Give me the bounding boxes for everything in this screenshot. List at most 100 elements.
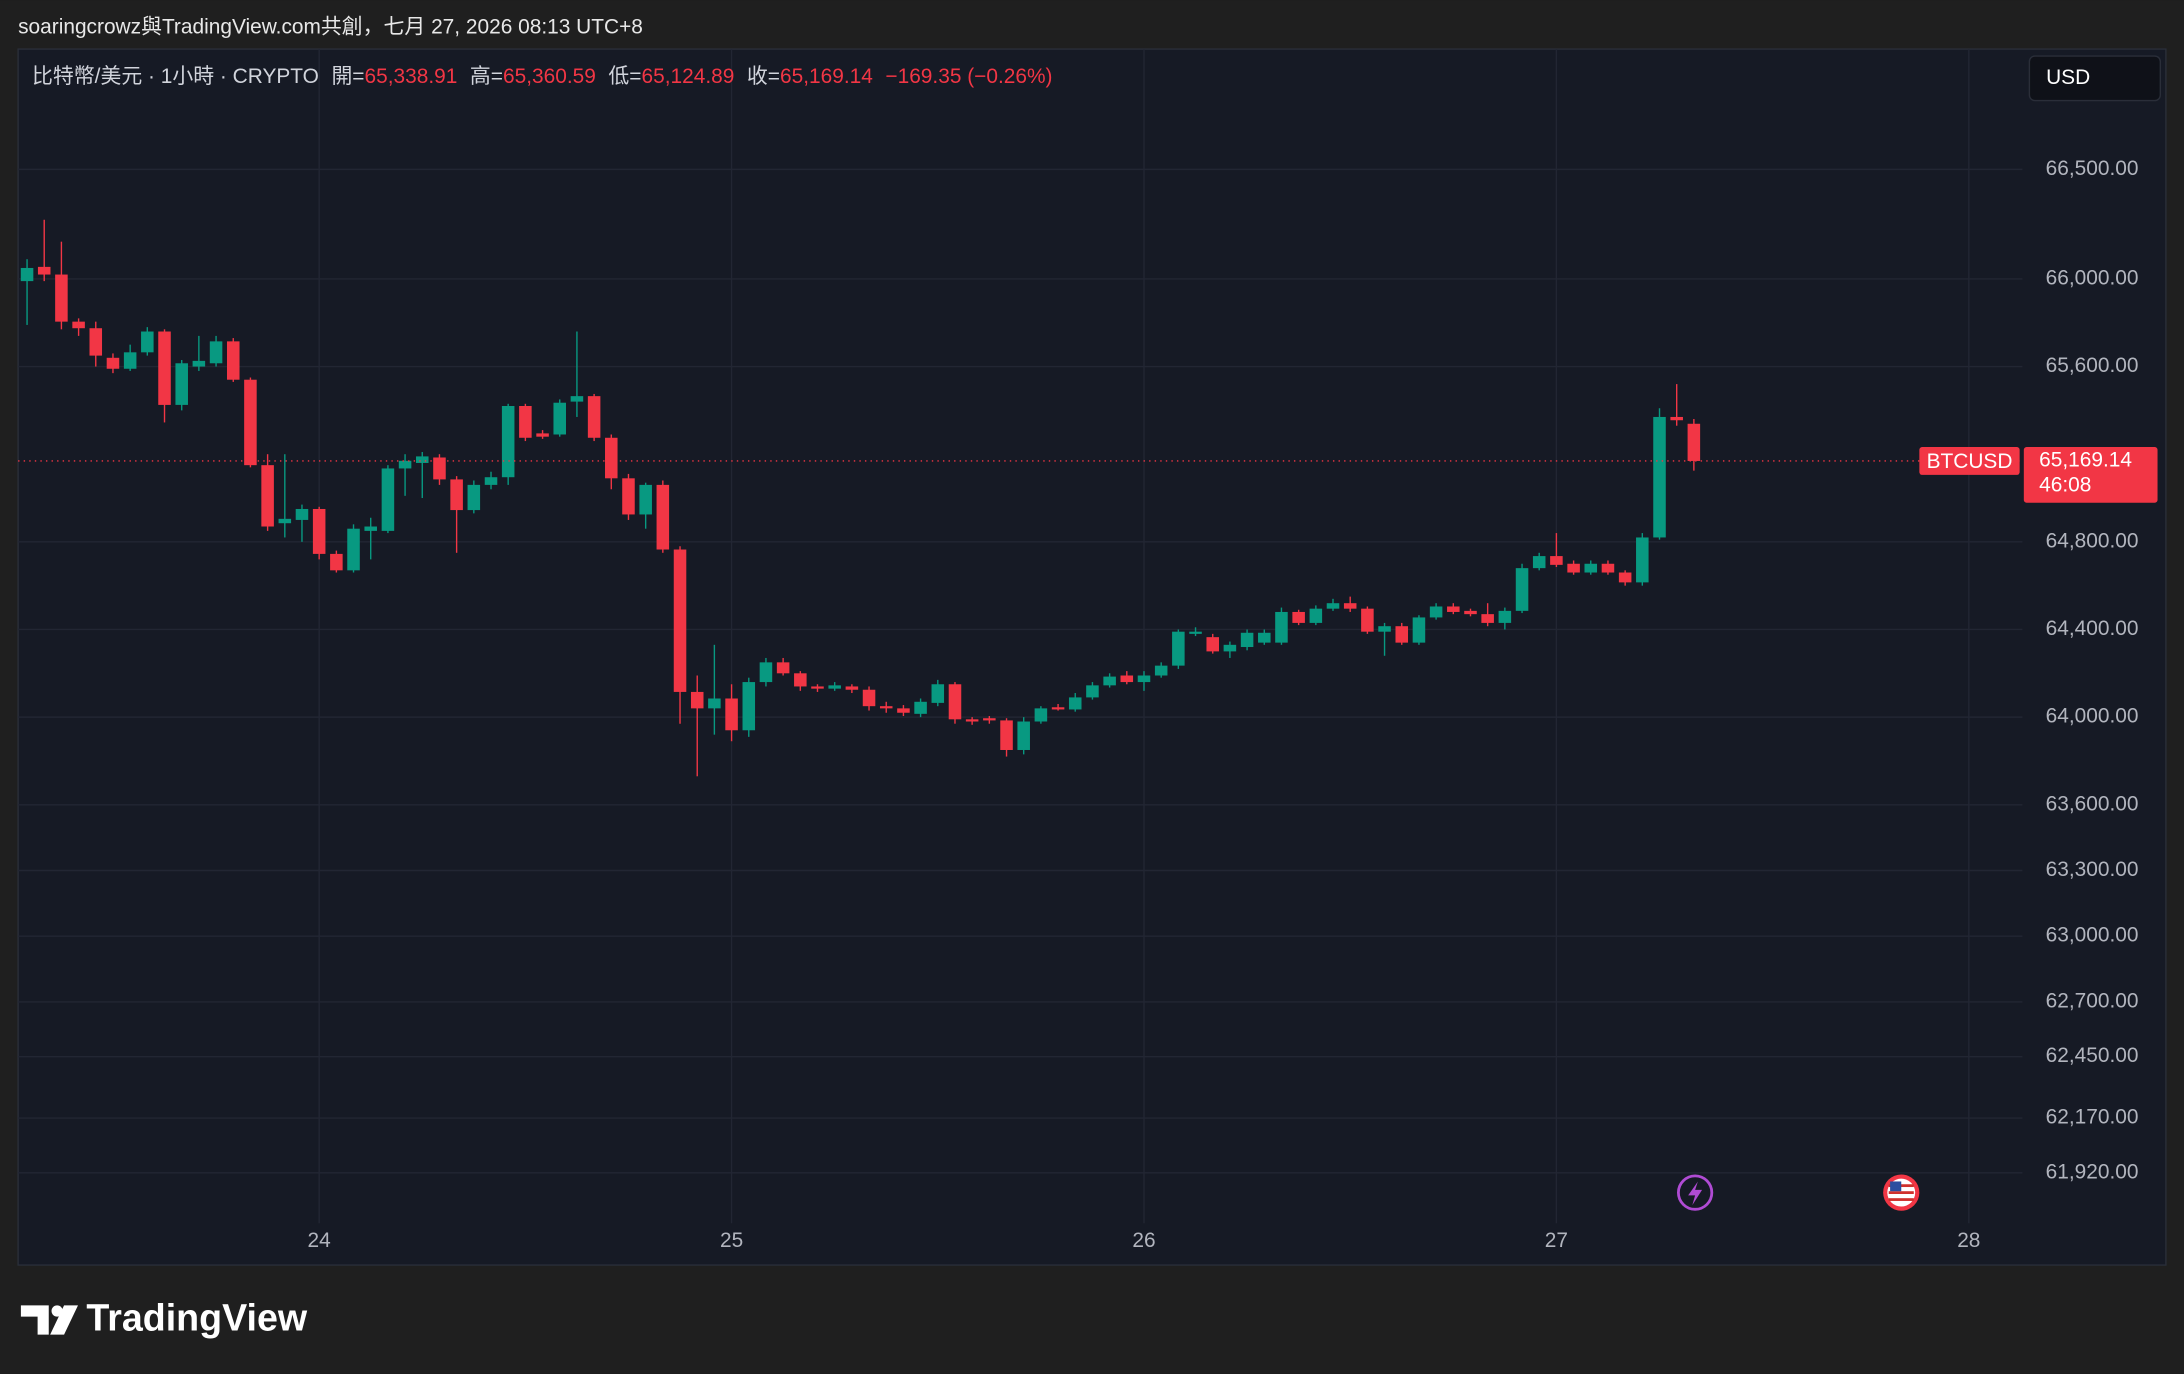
candle-body: [1326, 603, 1340, 609]
y-tick-label: 62,170.00: [2046, 1106, 2139, 1129]
price-tag-bg: [2023, 447, 2158, 503]
candle-body: [1137, 675, 1151, 683]
legend-symbol: 比特幣/美元 · 1小時 · CRYPTO: [32, 64, 319, 87]
candle-body: [158, 331, 171, 405]
candle-body: [948, 684, 962, 720]
candle-body: [914, 701, 927, 714]
candle-body: [759, 662, 773, 683]
candle-body: [690, 691, 704, 709]
brand-name: TradingView: [86, 1297, 308, 1339]
candle-body: [433, 457, 446, 480]
candle-body: [811, 686, 824, 689]
candle-body: [1051, 707, 1065, 710]
y-tick-label: 64,800.00: [2046, 529, 2139, 552]
candle-body: [519, 406, 532, 438]
candle-body: [587, 396, 601, 438]
candle-body: [708, 698, 721, 709]
icon-stripe: [1888, 1198, 1914, 1201]
legend-value: 65,169.14: [780, 64, 873, 87]
candle-body: [862, 689, 876, 707]
candle-body: [983, 718, 996, 721]
flag-icon[interactable]: [1883, 1174, 1920, 1211]
x-tick-label: 24: [308, 1229, 331, 1252]
candle-body: [1189, 631, 1202, 634]
candle-body: [1361, 608, 1374, 632]
candle-body: [1601, 563, 1615, 573]
candle-body: [639, 484, 652, 515]
candle-body: [1240, 632, 1254, 648]
candle-body: [72, 321, 85, 329]
candle-body: [398, 460, 412, 469]
y-tick-label: 63,600.00: [2046, 792, 2139, 815]
x-tick-label: 26: [1132, 1229, 1155, 1252]
candle-body: [175, 363, 188, 405]
candle-body: [226, 341, 240, 380]
candle-body: [1412, 617, 1426, 643]
candle-body: [1343, 603, 1357, 609]
currency-label: USD: [2046, 66, 2090, 89]
candle-body: [244, 379, 257, 466]
candle-body: [1086, 685, 1099, 698]
y-tick-label: 62,450.00: [2046, 1044, 2139, 1067]
candle-body: [55, 274, 68, 322]
candle-body: [794, 673, 807, 687]
x-tick-label: 28: [1957, 1229, 1980, 1252]
candle-body: [879, 706, 893, 709]
logo-mark: [51, 1305, 63, 1317]
candle-body: [261, 465, 274, 527]
candle-body: [123, 352, 137, 369]
candle-body: [89, 328, 103, 356]
candle-body: [1481, 614, 1494, 623]
candle-body: [1447, 606, 1460, 612]
logo-mark: [20, 1305, 49, 1335]
candle-body: [20, 267, 34, 282]
candle-body: [725, 698, 738, 731]
y-tick-label: 66,000.00: [2046, 266, 2139, 289]
candle-body: [347, 528, 360, 571]
legend-value: 65,338.91: [365, 64, 458, 87]
candle-body: [1309, 608, 1323, 623]
candle-body: [1206, 637, 1220, 652]
candle-body: [1532, 556, 1546, 569]
currency-button[interactable]: [2028, 55, 2162, 102]
y-tick-label: 62,700.00: [2046, 989, 2139, 1012]
legend-value: 65,124.89: [642, 64, 735, 87]
candle-body: [192, 360, 206, 367]
legend-label: 收=: [747, 64, 780, 87]
candle-body: [1017, 721, 1030, 750]
candle-body: [1618, 572, 1632, 583]
candle-body: [1154, 665, 1168, 676]
candle-body: [295, 508, 309, 520]
price-tag: 65,169.14: [2039, 448, 2132, 471]
candles: [20, 219, 1701, 777]
candle-body: [1172, 631, 1185, 666]
y-tick-label: 64,400.00: [2046, 617, 2139, 640]
chart-frame: [17, 48, 2167, 1266]
candle-body: [1275, 611, 1288, 643]
candle-body: [209, 341, 223, 364]
candle-body: [467, 484, 481, 511]
logo-mark: [50, 1305, 78, 1335]
candle-body: [1515, 568, 1529, 611]
countdown: 46:08: [2039, 474, 2091, 497]
candle-body: [1498, 610, 1512, 623]
y-tick-label: 65,600.00: [2046, 354, 2139, 377]
candle-body: [931, 684, 945, 703]
candle-body: [1000, 720, 1013, 750]
brand-logo: TradingView: [20, 1297, 308, 1339]
candle-body: [570, 396, 584, 402]
lightning-icon[interactable]: [1677, 1174, 1714, 1211]
candle-body: [364, 526, 377, 531]
candle-body: [278, 518, 292, 524]
candle-body: [1550, 556, 1563, 565]
candle-body: [1464, 610, 1477, 615]
candle-body: [656, 484, 670, 550]
candle-body: [381, 468, 395, 531]
candle-body: [742, 682, 756, 731]
x-tick-label: 27: [1545, 1229, 1568, 1252]
candle-body: [845, 686, 859, 690]
legend-label: 開=: [331, 64, 364, 87]
candle-body: [1653, 416, 1666, 538]
candle-body: [673, 549, 687, 692]
candle-body: [536, 433, 549, 437]
